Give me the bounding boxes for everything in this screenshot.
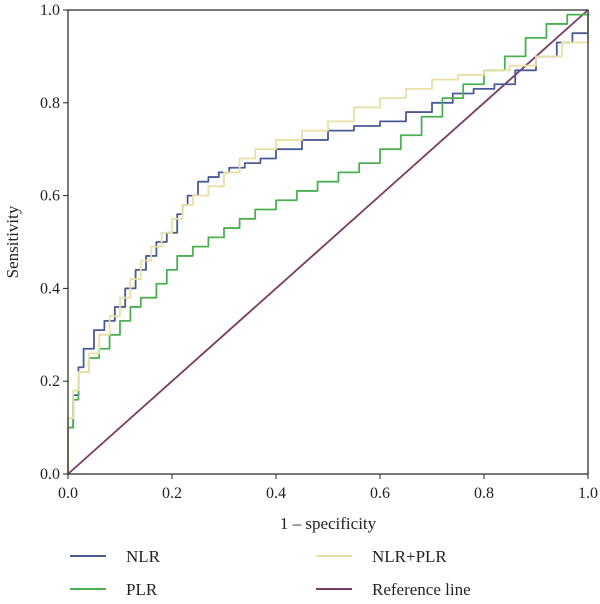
legend-label: NLR+PLR [372, 547, 447, 566]
y-tick-label: 0.2 [40, 373, 60, 390]
series-line-reference-line [67, 9, 589, 475]
y-tick-label: 0.4 [40, 280, 60, 297]
legend: NLR NLR+PLR PLR Reference line [70, 547, 471, 599]
y-tick-label: 0.6 [40, 188, 60, 205]
x-axis: 0.0 0.2 0.4 0.6 0.8 1.0 [58, 474, 598, 502]
series-line-nlr-plr [67, 10, 589, 474]
x-tick-label: 0.8 [474, 485, 494, 502]
legend-label: NLR [126, 547, 161, 566]
x-tick-label: 0.0 [58, 485, 78, 502]
y-tick-label: 0.0 [40, 466, 60, 483]
legend-label: PLR [126, 580, 158, 599]
plot-lines [67, 9, 589, 475]
legend-label: Reference line [372, 580, 471, 599]
y-tick-label: 0.8 [40, 95, 60, 112]
x-tick-label: 0.4 [266, 485, 286, 502]
y-axis: 0.0 0.2 0.4 0.6 0.8 1.0 [40, 2, 68, 483]
x-tick-label: 0.6 [370, 485, 390, 502]
series-line-plr [67, 10, 589, 474]
y-tick-label: 1.0 [40, 2, 60, 19]
x-tick-label: 1.0 [578, 485, 598, 502]
y-axis-title: Sensitivity [3, 205, 22, 278]
plot-area-frame [67, 9, 589, 475]
x-axis-title: 1 – specificity [280, 514, 377, 533]
x-tick-label: 0.2 [162, 485, 182, 502]
